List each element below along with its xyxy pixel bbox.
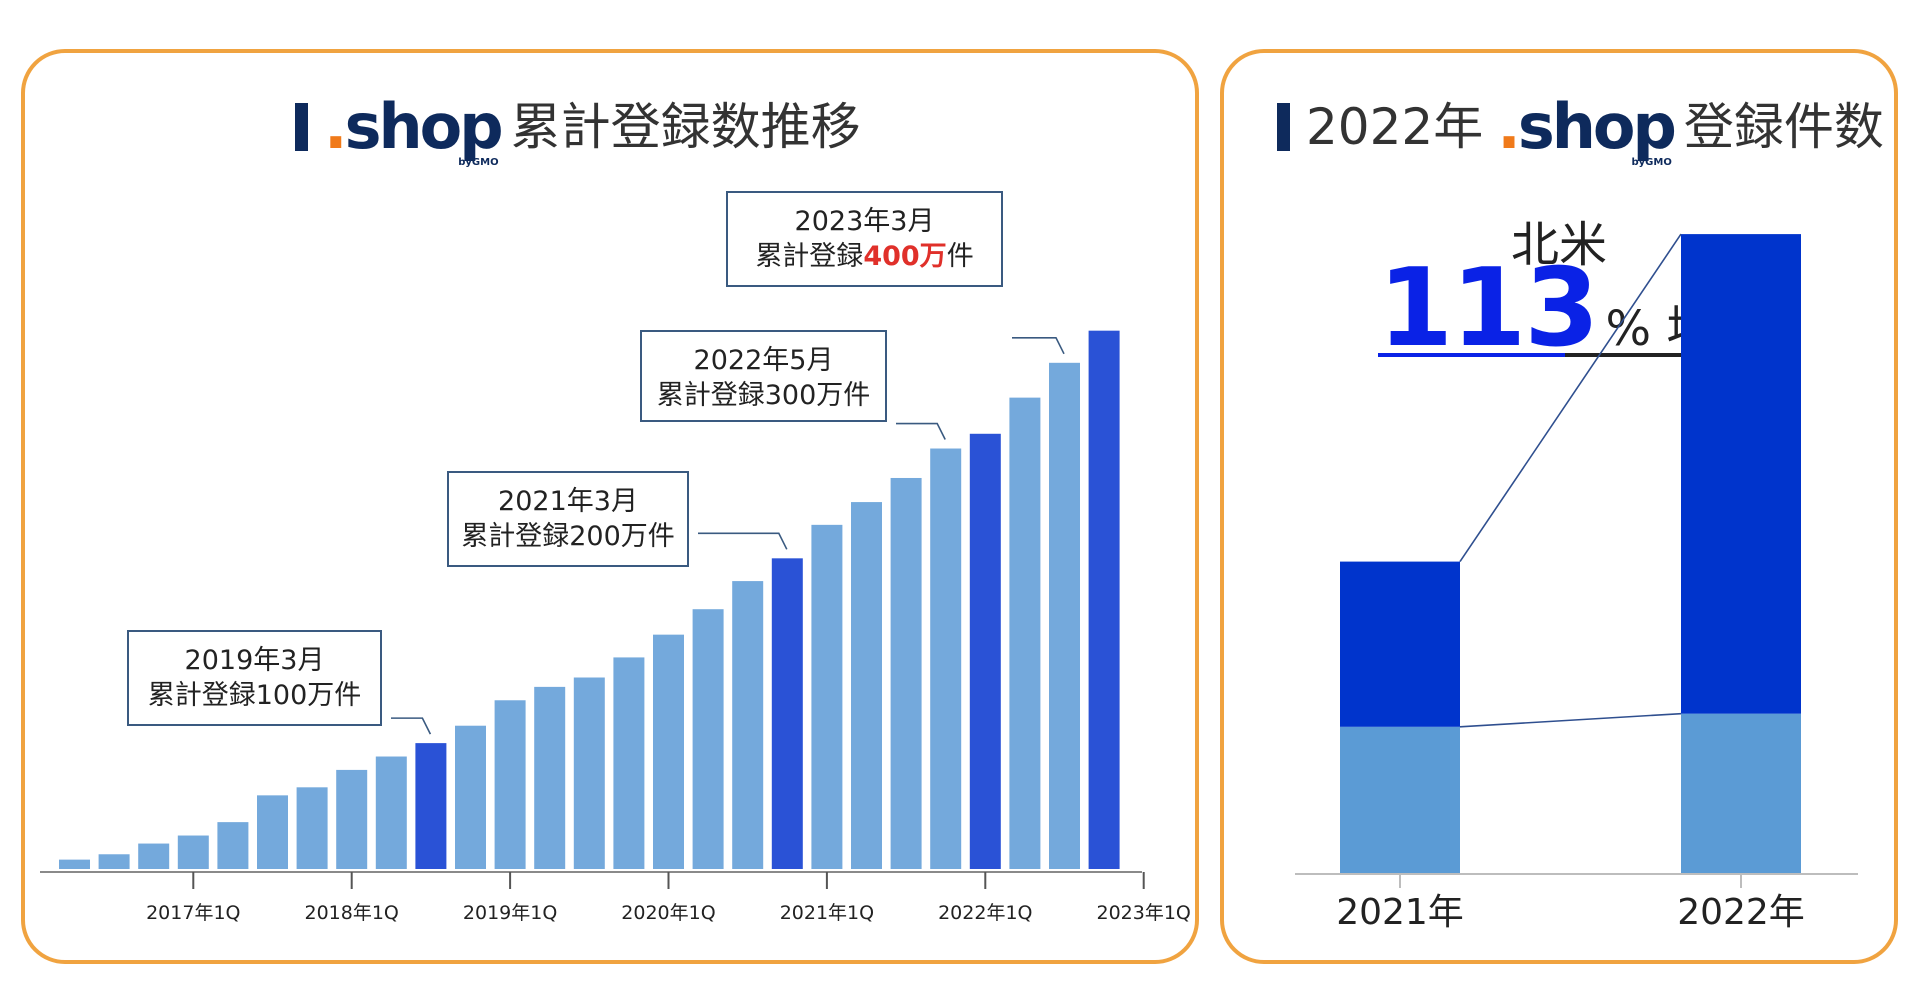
x-tick-label: 2020年1Q [621,902,715,924]
bar [692,609,724,869]
shop-logo: .shop byGMO [1497,96,1677,168]
bar [415,743,447,869]
callout-milestone: 累計登録200万件 [461,521,675,552]
bar [336,769,368,869]
callout-box [640,330,887,422]
callout-milestone: 累計登録100万件 [148,680,362,711]
bar [534,686,566,869]
left-title: .shop byGMO 累計登録数推移 [295,96,861,168]
x-tick-label: 2023年1Q [1096,902,1190,924]
callout-milestone-text: 累計登録200万件 [461,521,675,552]
callout-milestone-text: 累計登録 [755,241,863,272]
callout-milestone: 累計登録400万件 [755,241,973,272]
connector-line [1459,233,1682,563]
callout-box [447,471,689,567]
bar [613,657,645,869]
callout-milestone-text: 累計登録300万件 [657,380,871,411]
callout-leader [896,422,946,440]
callout-leader [1012,337,1065,355]
bar [771,558,803,869]
x-tick-label: 2017年1Q [146,902,240,924]
callout-milestone-suffix: 件 [947,241,974,272]
title-year: 2022年 [1306,98,1484,156]
callout-milestone-highlight: 400万 [863,241,946,272]
callout-milestone: 累計登録300万件 [657,380,871,411]
bar [177,835,209,869]
bar [930,448,962,869]
logo-dot: . [324,90,348,163]
bar [811,524,843,869]
bar [296,787,328,869]
callout-leader [391,717,432,735]
x-tick-label: 2021年1Q [780,902,874,924]
callout-date: 2021年3月 [498,486,638,517]
bar [217,822,249,869]
bar [969,433,1001,869]
callout-box [127,630,382,726]
region-label: 北米 [1510,217,1607,273]
logo-by-gmo: byGMO [458,157,499,168]
bar [455,725,486,869]
bar [138,843,170,869]
bar [1049,362,1080,869]
underline [1565,353,1723,357]
bar [573,677,605,869]
callout-date: 2023年3月 [795,206,935,237]
x-tick-label: 2022年1Q [938,902,1032,924]
bar [59,859,90,869]
x-tick-label: 2018年1Q [304,902,398,924]
x-tick-label: 2022年 [1677,892,1805,933]
callout-date: 2022年5月 [694,345,834,376]
bar-segment-upper [1681,234,1801,714]
bar [732,581,764,869]
bar-segment-lower [1681,713,1801,873]
increase-value: 113 [1378,246,1599,371]
logo-by-gmo: byGMO [1631,157,1672,168]
bar [98,854,130,869]
shop-logo: .shop byGMO [324,96,504,168]
x-tick-label: 2021年 [1336,892,1464,933]
bar [653,634,684,869]
logo-word: shop [1517,90,1677,163]
bar [494,700,526,869]
bar [375,756,407,869]
title-accent-bar [1277,103,1290,151]
right-title: 2022年 .shop byGMO 登録件数 [1277,96,1884,168]
chart-title: 累計登録数推移 [510,98,861,156]
logo-word: shop [344,90,504,163]
logo-dot: . [1497,90,1521,163]
bar [1009,397,1041,869]
chart-title: 登録件数 [1683,98,1884,156]
bar-segment-lower [1340,726,1460,873]
x-tick-label: 2019年1Q [463,902,557,924]
callout-box [726,191,1003,287]
callout-leader [698,532,788,550]
bar [890,477,922,869]
underline-accent [1378,353,1565,357]
callout-milestone-text: 累計登録100万件 [148,680,362,711]
bar [257,795,288,869]
callout-date: 2019年3月 [185,645,325,676]
bar [1088,330,1120,869]
bar [851,502,882,869]
title-accent-bar [295,103,308,151]
bar-segment-upper [1340,561,1460,727]
connector-line [1459,712,1682,728]
